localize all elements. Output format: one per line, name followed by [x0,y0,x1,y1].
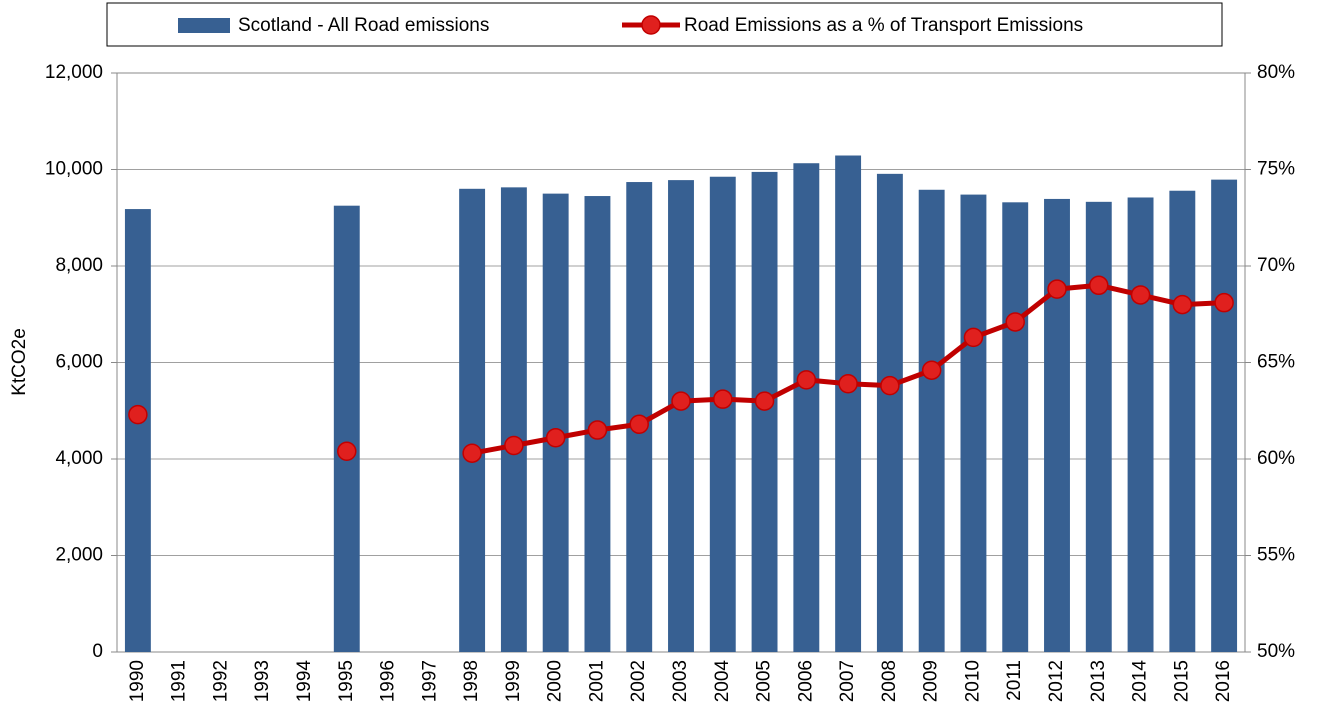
y2-tick-label: 60% [1257,448,1295,469]
x-tick-label: 2009 [921,660,942,702]
y2-tick-label: 55% [1257,545,1295,566]
y-tick-label: 2,000 [55,545,103,566]
bar [918,189,945,652]
line-marker [545,428,566,448]
x-tick-label: 2010 [962,660,983,702]
y2-tick-label: 70% [1257,255,1295,276]
line-marker [713,389,733,409]
y2-tick-label: 50% [1257,641,1295,662]
bar [542,193,569,652]
bar [1044,198,1070,652]
bar [1085,201,1112,652]
line-marker [880,375,900,396]
x-tick-label: 1992 [210,660,231,702]
line-marker [504,435,524,456]
x-tick-label: 1997 [419,660,440,702]
x-tick-label: 2001 [586,660,607,702]
bar [333,205,360,652]
line-marker [128,404,148,425]
x-tick-label: 2016 [1213,660,1234,702]
line-marker [1089,275,1109,296]
y-tick-label: 6,000 [55,352,103,373]
line-marker [337,441,357,462]
line-marker [629,414,649,435]
legend-swatch [178,18,230,33]
x-tick-label: 1996 [378,660,399,702]
x-tick-label: 2004 [712,660,733,703]
x-tick-label: 1999 [503,660,524,702]
line-marker [1214,292,1234,313]
line-marker [671,391,691,411]
x-tick-label: 1990 [127,660,148,702]
x-tick-label: 2000 [545,660,566,702]
line-marker [587,420,608,440]
y-tick-label: 8,000 [55,255,103,276]
line-marker [963,327,984,348]
legend-label: Road Emissions as a % of Transport Emiss… [684,15,1083,36]
x-tick-label: 2011 [1004,660,1025,701]
x-tick-label: 2013 [1088,660,1109,702]
x-tick-label: 1993 [252,660,273,702]
x-tick-label: 2014 [1130,660,1151,703]
line-marker [1047,279,1067,299]
line-marker [1130,285,1151,305]
y-axis-label: KtCO2e [9,328,30,396]
x-tick-label: 2007 [837,660,858,702]
bar [500,187,527,653]
y2-tick-label: 75% [1257,159,1295,180]
y-tick-label: 4,000 [55,448,103,469]
x-tick-label: 2005 [754,660,775,702]
bar [793,163,820,653]
bar [835,155,862,652]
x-tick-label: 1991 [169,660,190,702]
line-marker [462,443,482,463]
bar [1211,179,1238,652]
line-marker [1005,312,1025,332]
bar [709,176,736,653]
legend-label: Scotland - All Road emissions [238,15,489,36]
bar [1169,190,1196,653]
y2-tick-label: 80% [1257,62,1295,83]
bar [751,171,778,652]
y2-tick-label: 65% [1257,352,1295,373]
legend-marker [641,15,661,35]
y-tick-label: 10,000 [45,159,103,180]
x-tick-label: 2012 [1046,660,1067,702]
bar [960,194,987,652]
bar [459,188,486,653]
y-tick-label: 12,000 [45,62,103,83]
line-marker [838,373,858,394]
x-tick-label: 1994 [294,660,315,703]
x-tick-label: 2008 [879,660,900,702]
bar [124,209,151,652]
line-marker [921,360,942,380]
bar [668,180,694,653]
x-tick-label: 1998 [461,660,482,702]
bar [1127,197,1154,653]
x-tick-label: 2002 [628,660,649,702]
x-tick-label: 1995 [336,660,357,702]
y-tick-label: 0 [92,641,103,662]
line-marker [754,391,775,411]
line-marker [796,370,817,390]
x-tick-label: 2015 [1171,660,1192,702]
bar [1002,202,1029,652]
x-tick-label: 2003 [670,660,691,702]
line-marker [1172,294,1193,315]
bar [876,173,903,652]
x-tick-label: 2006 [795,660,816,702]
